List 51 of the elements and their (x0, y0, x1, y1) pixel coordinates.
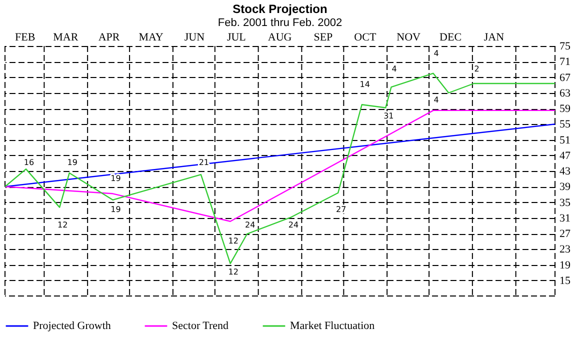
y-tick-label: 15 (560, 274, 571, 287)
y-tick-label: 19 (560, 259, 571, 272)
x-tick-label: JUL (226, 32, 246, 44)
chart-title: Stock Projection (232, 2, 328, 16)
y-tick-label: 47 (560, 150, 571, 162)
annotation: 4 (434, 96, 439, 105)
y-tick-label: 71 (560, 56, 570, 68)
y-tick-label: 55 (560, 118, 571, 131)
x-tick-label: AUG (268, 32, 292, 44)
x-tick-label: OCT (354, 32, 376, 44)
annotation: 27 (336, 205, 346, 214)
annotation: 24 (288, 220, 299, 230)
y-tick-label: 51 (560, 134, 570, 146)
annotation: 12 (228, 268, 238, 277)
x-tick-label: MAY (138, 32, 164, 44)
legend-label: Market Fluctuation (290, 320, 376, 332)
y-tick-label: 75 (560, 40, 571, 52)
y-tick-label: 31 (560, 212, 570, 224)
annotation: 16 (24, 158, 34, 168)
chart-subtitle: Feb. 2001 thru Feb. 2002 (218, 17, 342, 29)
annotation: 19 (110, 174, 121, 183)
annotation: 2 (474, 64, 480, 74)
legend-label: Projected Growth (33, 320, 112, 332)
x-tick-label: MAR (53, 32, 79, 44)
y-tick-label: 43 (560, 166, 571, 178)
annotation: 4 (434, 48, 439, 58)
line-series (4, 72, 556, 264)
y-tick-label: 39 (560, 181, 571, 194)
annotation: 12 (57, 220, 68, 230)
x-tick-label: JAN (484, 32, 504, 44)
x-tick-label: DEC (440, 32, 462, 44)
y-tick-label: 23 (560, 244, 571, 256)
annotation: 31 (384, 111, 394, 120)
x-tick-label: SEP (314, 32, 333, 44)
y-tick-label: 63 (560, 87, 571, 100)
annotation: 4 (392, 64, 397, 74)
y-tick-label: 35 (560, 196, 571, 209)
y-tick-label: 59 (560, 103, 571, 115)
annotation: 19 (67, 158, 78, 168)
annotation: 12 (228, 236, 238, 246)
y-tick-label: 27 (560, 228, 571, 240)
legend-label: Sector Trend (172, 320, 230, 332)
annotation: 19 (110, 205, 121, 214)
y-tick-label: 67 (560, 72, 571, 84)
line-series (4, 110, 556, 222)
annotation: 14 (360, 80, 370, 90)
x-tick-label: JUN (184, 32, 205, 44)
x-tick-label: APR (98, 32, 120, 44)
x-tick-label: NOV (396, 32, 421, 44)
x-tick-label: FEB (15, 32, 36, 44)
annotation: 24 (245, 220, 256, 230)
